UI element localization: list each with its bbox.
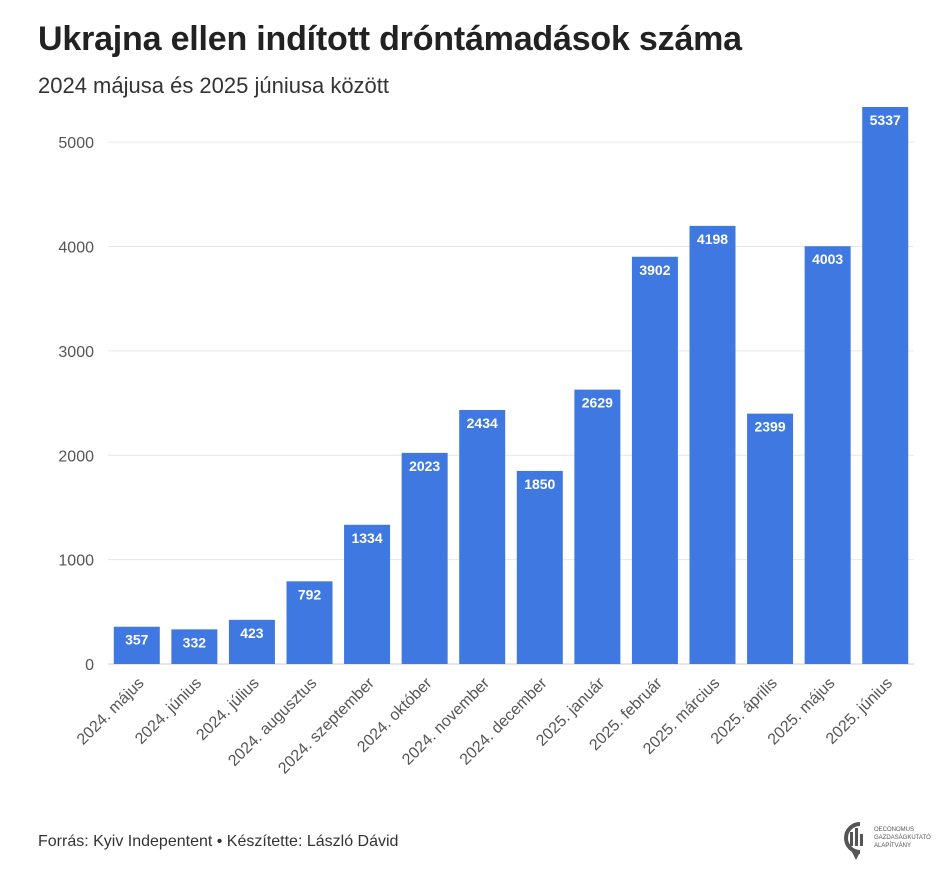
y-axis-ticks: 0 1000 2000 3000 4000 5000 (58, 135, 94, 674)
data-label: 2023 (409, 458, 440, 474)
data-label: 3902 (639, 262, 670, 278)
y-tick-label: 5000 (58, 135, 94, 152)
bars (113, 107, 909, 664)
bar (401, 452, 448, 664)
data-label: 4198 (697, 231, 728, 247)
data-label: 357 (125, 632, 149, 648)
y-tick-label: 2000 (58, 448, 94, 465)
data-label: 2399 (754, 419, 785, 435)
oeconomus-logo: OECONOMUS GAZDASÁGKUTATÓ ALAPÍTVÁNY (844, 822, 931, 860)
bar (459, 409, 506, 664)
chart-title: Ukrajna ellen indított dróntámadások szá… (38, 20, 742, 58)
oeconomus-logo-icon (844, 822, 863, 860)
bar (631, 256, 678, 664)
data-label: 2434 (467, 415, 498, 431)
bar (344, 524, 391, 664)
source-credit: Forrás: Kyiv Indepentent • Készítette: L… (38, 833, 399, 850)
bar (862, 107, 909, 664)
bar (113, 626, 160, 664)
bar (689, 225, 736, 664)
bar (228, 619, 275, 664)
bar-chart: 357 332 423 792 1334 2023 2434 1850 2629 3902 4198… (58, 107, 914, 777)
data-label: 1850 (524, 476, 555, 492)
y-tick-label: 4000 (58, 240, 94, 257)
bar (574, 389, 621, 664)
bar (286, 581, 333, 664)
logo-line-2: GAZDASÁGKUTATÓ (874, 834, 931, 841)
y-tick-label: 3000 (58, 344, 94, 361)
data-label: 2629 (582, 395, 613, 411)
value-labels: 357 332 423 792 1334 2023 2434 1850 2629 3902 4198… (125, 112, 901, 650)
data-label: 4003 (812, 251, 843, 267)
data-label: 1334 (351, 530, 382, 546)
bar (516, 470, 563, 664)
bar (804, 246, 851, 664)
data-label: 5337 (870, 112, 901, 128)
x-tick-label: 2024. szeptember (275, 674, 378, 777)
bar (171, 629, 218, 664)
data-label: 332 (183, 634, 207, 650)
logo-line-3: ALAPÍTVÁNY (874, 842, 911, 849)
logo-line-1: OECONOMUS (874, 827, 914, 833)
grid-lines (108, 141, 914, 665)
bar (747, 413, 794, 664)
y-tick-label: 0 (85, 657, 94, 674)
y-tick-label: 1000 (58, 553, 94, 570)
chart-subtitle: 2024 májusa és 2025 júniusa között (38, 73, 390, 98)
data-label: 792 (298, 586, 322, 602)
data-label: 423 (240, 625, 264, 641)
